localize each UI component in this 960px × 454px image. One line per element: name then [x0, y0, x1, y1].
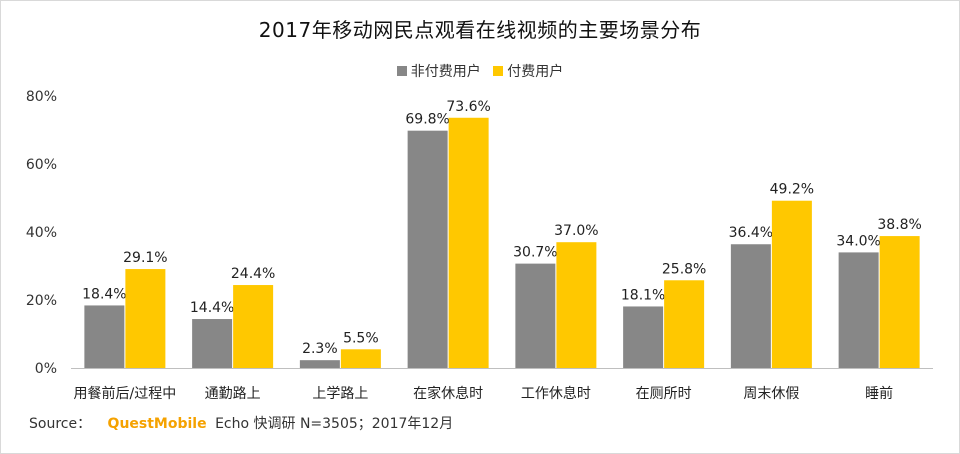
- legend-swatch-paying: [493, 66, 504, 76]
- bar-non-paying: [192, 319, 233, 368]
- data-label: 69.8%: [405, 112, 449, 128]
- chart-title: 2017年移动网民点观看在线视频的主要场景分布: [258, 18, 702, 42]
- data-label: 5.5%: [343, 330, 379, 346]
- bar-non-paying: [515, 263, 556, 368]
- legend-label-paying: 付费用户: [507, 64, 564, 80]
- data-label: 25.8%: [662, 261, 706, 277]
- bar-paying: [771, 200, 812, 368]
- data-label: 2.3%: [302, 341, 338, 357]
- data-label: 24.4%: [231, 266, 275, 282]
- data-label: 14.4%: [190, 300, 234, 316]
- legend-item-paying: 付费用户: [493, 61, 563, 81]
- legend-label-non-paying: 非付费用户: [410, 64, 481, 80]
- source-details: Echo 快调研 N=3505；2017年12月: [215, 416, 454, 432]
- bar-non-paying: [299, 360, 340, 368]
- bar-paying: [664, 280, 705, 368]
- data-label: 37.0%: [554, 223, 598, 239]
- y-tick-label: 0%: [35, 361, 57, 377]
- data-label: 38.8%: [877, 217, 921, 233]
- x-tick-label: 在厕所时: [636, 386, 692, 402]
- bar-paying: [340, 349, 381, 368]
- source-brand: QuestMobile: [107, 416, 207, 432]
- bar-non-paying: [84, 305, 125, 368]
- bar-non-paying: [407, 130, 448, 368]
- bar-non-paying: [623, 306, 664, 368]
- bar-paying: [448, 117, 489, 368]
- data-label: 73.6%: [446, 99, 490, 115]
- bar-paying: [556, 242, 597, 368]
- bar-non-paying: [838, 252, 879, 368]
- data-label: 30.7%: [513, 245, 557, 261]
- data-label: 18.1%: [621, 287, 665, 303]
- data-label: 29.1%: [123, 250, 167, 266]
- source-note: Source： QuestMobile Echo 快调研 N=3505；2017…: [29, 413, 453, 433]
- data-label: 34.0%: [836, 233, 880, 249]
- x-tick-label: 周末休假: [743, 386, 799, 402]
- y-tick-label: 20%: [26, 293, 57, 309]
- bar-paying: [879, 236, 920, 368]
- data-label: 18.4%: [82, 286, 126, 302]
- bar-non-paying: [730, 244, 771, 368]
- x-tick-label: 睡前: [865, 385, 893, 402]
- source-prefix: Source：: [29, 416, 92, 432]
- x-tick-label: 用餐前后/过程中: [74, 385, 177, 402]
- data-label: 36.4%: [729, 225, 773, 241]
- legend-item-non-paying: 非付费用户: [396, 61, 481, 81]
- y-tick-label: 60%: [26, 157, 57, 173]
- data-label: 49.2%: [770, 182, 814, 198]
- x-tick-label: 工作休息时: [521, 385, 591, 402]
- x-tick-label: 上学路上: [312, 386, 368, 402]
- legend-swatch-non-paying: [396, 66, 407, 76]
- bar-paying: [233, 285, 274, 368]
- x-tick-label: 在家休息时: [413, 385, 483, 402]
- bar-paying: [125, 269, 166, 368]
- y-tick-label: 80%: [26, 89, 57, 105]
- legend: 非付费用户 付费用户: [0, 61, 960, 81]
- y-tick-label: 40%: [26, 225, 57, 241]
- x-tick-label: 通勤路上: [205, 386, 261, 402]
